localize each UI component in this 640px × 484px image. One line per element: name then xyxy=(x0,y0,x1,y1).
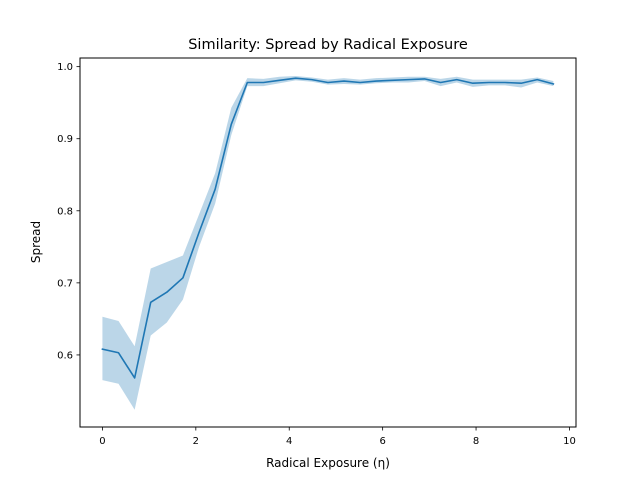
y-tick-label: 0.9 xyxy=(57,134,73,145)
x-tick-label: 0 xyxy=(99,436,105,447)
x-tick-label: 2 xyxy=(193,436,199,447)
y-tick-label: 0.6 xyxy=(57,350,73,361)
y-tick-label: 0.8 xyxy=(57,206,73,217)
axes-frame xyxy=(79,57,577,428)
confidence-band xyxy=(102,76,554,410)
plot-area xyxy=(80,58,576,427)
y-ticks: 0.6 0.7 0.8 0.9 1.0 xyxy=(57,62,80,361)
y-tick-label: 0.7 xyxy=(57,278,73,289)
x-axis-label: Radical Exposure (η) xyxy=(266,456,390,470)
series-line-layer xyxy=(101,77,555,379)
x-tick-label: 8 xyxy=(473,436,479,447)
series-line xyxy=(101,77,555,379)
x-ticks: 0 2 4 6 8 10 xyxy=(99,427,576,447)
chart-title: Similarity: Spread by Radical Exposure xyxy=(188,37,468,53)
x-tick-label: 10 xyxy=(563,436,576,447)
x-tick-label: 6 xyxy=(379,436,385,447)
y-tick-label: 1.0 xyxy=(57,62,73,73)
confidence-band-layer xyxy=(102,76,554,410)
x-tick-label: 4 xyxy=(286,436,292,447)
y-axis-label: Spread xyxy=(29,221,43,263)
